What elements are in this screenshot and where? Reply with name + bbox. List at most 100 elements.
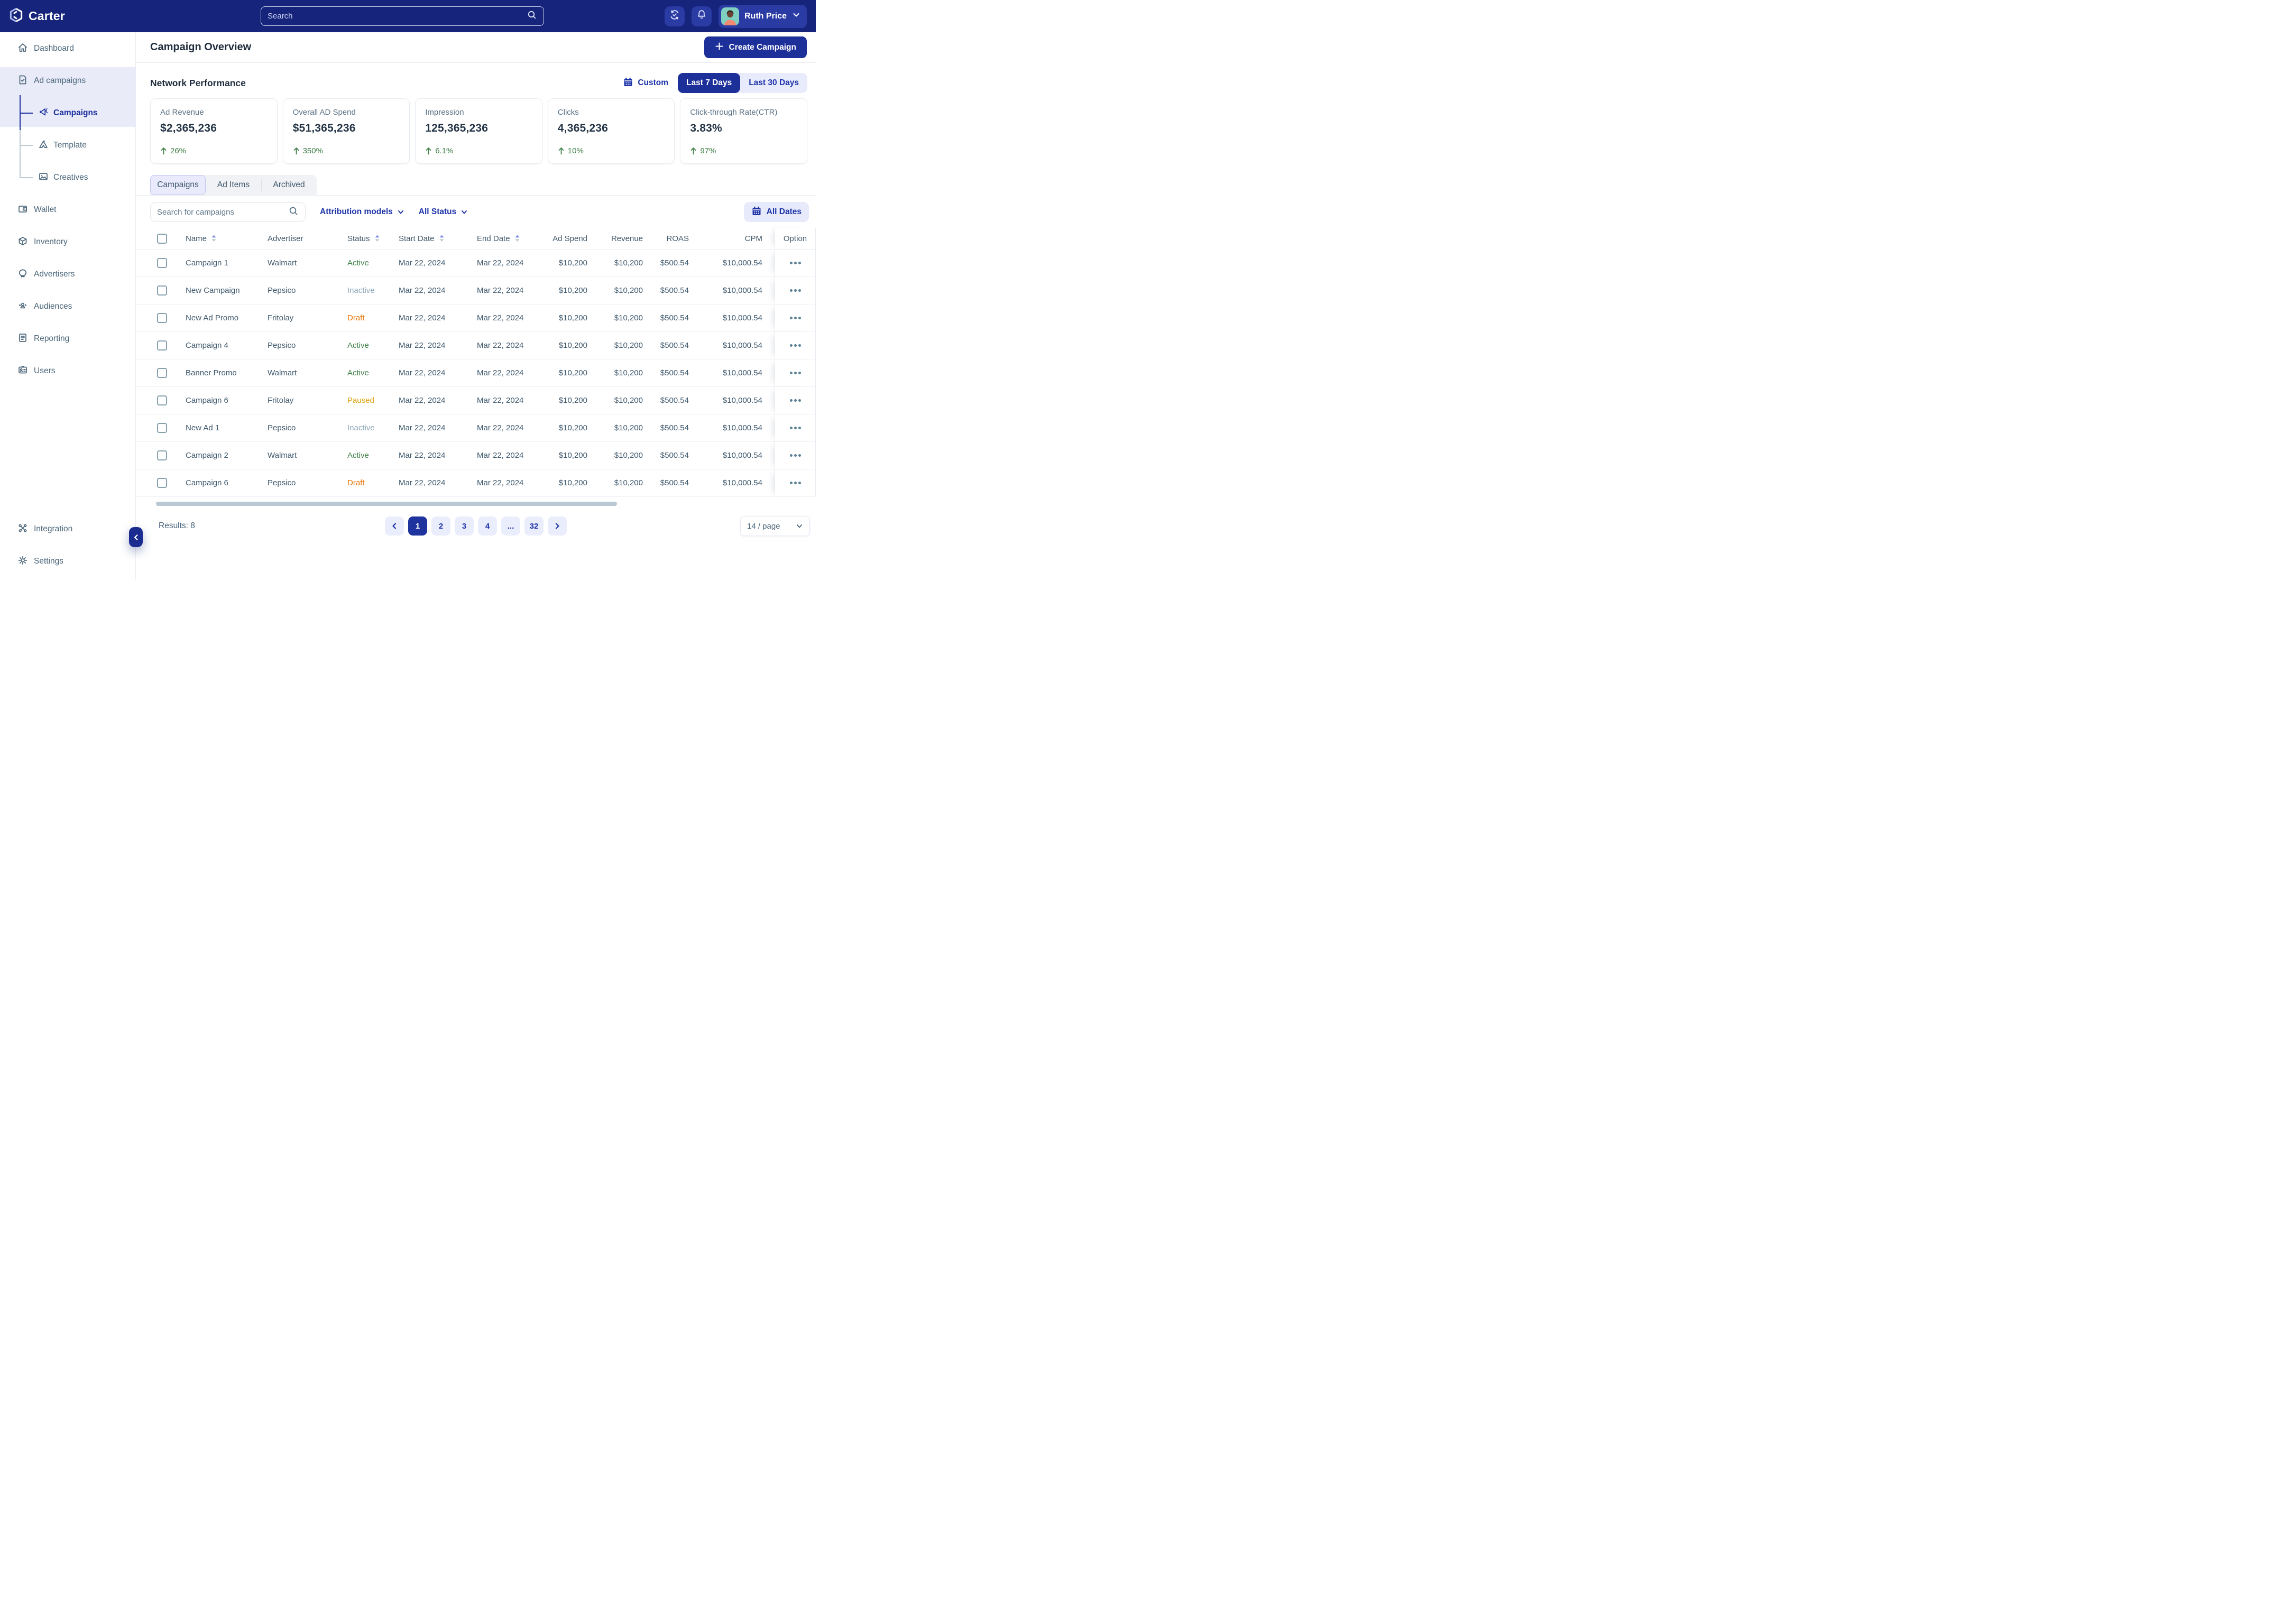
per-page-select[interactable]: 14 / page [740, 516, 810, 536]
horizontal-scrollbar[interactable] [156, 502, 617, 506]
sidebar-item-reporting[interactable]: Reporting [0, 325, 135, 353]
pagination-next-button[interactable] [548, 516, 567, 536]
range-last-7-days[interactable]: Last 7 Days [678, 73, 741, 93]
sidebar-item-wallet[interactable]: Wallet [0, 196, 135, 224]
cell-name: Campaign 4 [186, 341, 228, 350]
sort-icon[interactable] [438, 234, 445, 243]
create-campaign-button[interactable]: Create Campaign [704, 36, 807, 58]
sidebar-item-dashboard[interactable]: Dashboard [0, 35, 135, 62]
sidebar-item-integration[interactable]: Integration [0, 515, 135, 543]
chevron-down-icon [797, 524, 802, 528]
cell-status: Inactive [347, 286, 375, 295]
pagination-page-3[interactable]: 3 [455, 516, 474, 536]
row-options-button[interactable] [787, 478, 804, 487]
sidebar-item-audiences[interactable]: Audiences [0, 293, 135, 320]
cell-cpm: $10,000.54 [722, 451, 762, 460]
arrow-up-icon [558, 147, 564, 155]
cell-ad_spend: $10,200 [558, 286, 587, 295]
pagination-page-dotdotdot[interactable]: ... [501, 516, 520, 536]
cell-revenue: $10,200 [614, 286, 643, 295]
notifications-button[interactable] [691, 6, 712, 26]
all-dates-button[interactable]: All Dates [743, 202, 809, 222]
row-checkbox[interactable] [157, 478, 167, 488]
stat-card-value: 4,365,236 [557, 122, 609, 134]
row-checkbox[interactable] [157, 340, 167, 350]
row-checkbox[interactable] [157, 423, 167, 433]
sidebar-item-template[interactable]: Template [0, 132, 135, 159]
tab-campaigns[interactable]: Campaigns [150, 175, 206, 195]
sidebar-item-campaigns[interactable]: Campaigns [0, 99, 135, 127]
cell-cpm: $10,000.54 [722, 259, 762, 267]
cell-end_date: Mar 22, 2024 [477, 396, 524, 405]
search-icon[interactable] [527, 10, 537, 23]
cell-roas: $500.54 [660, 259, 689, 267]
user-menu[interactable]: Ruth Price [718, 4, 807, 28]
row-options-button[interactable] [787, 451, 804, 460]
row-options-button[interactable] [787, 341, 804, 350]
sidebar-item-label: Audiences [34, 302, 72, 311]
cell-option [775, 469, 816, 496]
column-header-start_date[interactable]: Start Date [399, 228, 477, 249]
sidebar-item-creatives[interactable]: Creatives [0, 164, 135, 191]
pagination-page-32[interactable]: 32 [524, 516, 544, 536]
row-options-button[interactable] [787, 286, 804, 295]
arrow-up-icon [161, 147, 167, 155]
custom-range-button[interactable]: Custom [623, 77, 668, 90]
row-checkbox[interactable] [157, 285, 167, 296]
cell-ad_spend: $10,200 [558, 451, 587, 460]
global-search-input[interactable] [268, 12, 527, 21]
row-options-button[interactable] [787, 259, 804, 267]
cell-cpm: $10,000.54 [722, 478, 762, 487]
sync-status-button[interactable] [664, 6, 685, 26]
row-options-button[interactable] [787, 368, 804, 377]
cell-status: Active [347, 341, 369, 350]
sort-icon[interactable] [514, 234, 521, 243]
campaign-search-input[interactable] [157, 207, 288, 217]
column-header-name[interactable]: Name [186, 228, 268, 249]
image-icon [38, 171, 49, 184]
row-options-button[interactable] [787, 313, 804, 322]
select-all-checkbox[interactable] [157, 233, 167, 244]
campaign-table-card: Attribution models All Status [136, 195, 816, 506]
sidebar-item-users[interactable]: Users [0, 357, 135, 385]
pagination-page-1[interactable]: 1 [408, 516, 427, 536]
stat-card-change: 97% [690, 146, 797, 155]
cell-revenue: $10,200 [614, 259, 643, 267]
cell-option [775, 250, 816, 276]
status-filter-dropdown[interactable]: All Status [419, 207, 468, 217]
sidebar-item-settings[interactable]: Settings [0, 548, 135, 575]
cell-revenue: $10,200 [614, 368, 643, 377]
row-checkbox[interactable] [157, 395, 167, 405]
pagination-page-4[interactable]: 4 [478, 516, 497, 536]
sidebar-item-ad-campaigns[interactable]: Ad campaigns [0, 67, 135, 95]
cell-ad_spend: $10,200 [558, 368, 587, 377]
tab-archived[interactable]: Archived [261, 175, 317, 195]
row-checkbox[interactable] [157, 368, 167, 378]
arrow-up-icon [426, 147, 431, 155]
row-checkbox[interactable] [157, 258, 167, 268]
sidebar-collapse-button[interactable] [129, 527, 143, 547]
stat-card: Clicks 4,365,236 10% [547, 98, 675, 164]
attribution-models-dropdown[interactable]: Attribution models [320, 207, 404, 217]
row-checkbox-cell [157, 359, 186, 386]
column-header-status[interactable]: Status [347, 228, 399, 249]
home-icon [17, 42, 28, 56]
tab-ad-items[interactable]: Ad Items [217, 180, 250, 189]
column-header-end_date[interactable]: End Date [477, 228, 550, 249]
brand-logo[interactable]: Carter [9, 7, 65, 25]
box-icon [17, 236, 28, 249]
search-icon[interactable] [288, 206, 299, 219]
row-checkbox[interactable] [157, 313, 167, 323]
column-label: Name [186, 234, 207, 243]
row-checkbox[interactable] [157, 450, 167, 460]
sidebar-item-advertisers[interactable]: Advertisers [0, 261, 135, 288]
sidebar-item-inventory[interactable]: Inventory [0, 228, 135, 256]
pagination-prev-button[interactable] [385, 516, 404, 536]
range-last-30-days[interactable]: Last 30 Days [749, 78, 799, 87]
sort-icon[interactable] [210, 234, 217, 243]
stat-card-change: 10% [558, 146, 665, 155]
row-options-button[interactable] [787, 423, 804, 432]
pagination-page-2[interactable]: 2 [431, 516, 450, 536]
row-options-button[interactable] [787, 396, 804, 405]
sort-icon[interactable] [374, 234, 381, 243]
